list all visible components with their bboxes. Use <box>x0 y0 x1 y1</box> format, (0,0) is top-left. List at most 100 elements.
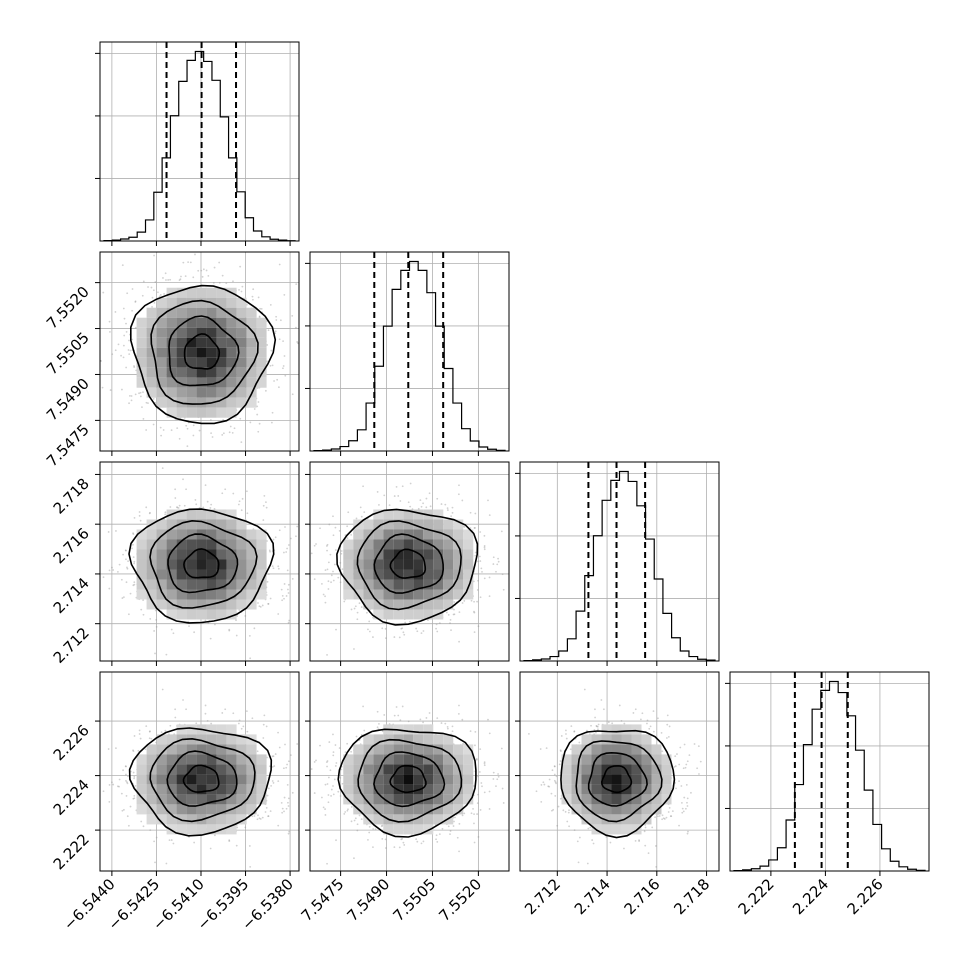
sample-point <box>278 386 280 389</box>
sample-point <box>269 364 272 367</box>
density-cell <box>176 609 187 620</box>
sample-point <box>96 365 98 367</box>
density-cell <box>206 387 217 398</box>
density-cell <box>186 609 197 620</box>
sample-point <box>125 558 127 561</box>
density-cell <box>216 397 227 408</box>
sample-point <box>313 544 316 547</box>
density-cell <box>631 794 642 805</box>
sample-point <box>258 315 261 318</box>
density-cell <box>611 754 622 765</box>
density-cell <box>611 734 622 745</box>
sample-point <box>229 425 232 428</box>
sample-point <box>428 712 431 714</box>
density-cell <box>463 569 474 580</box>
sample-point <box>161 688 164 691</box>
density-cell <box>343 774 354 785</box>
sample-point <box>368 620 371 623</box>
density-cell <box>453 579 464 590</box>
sample-point <box>142 825 145 828</box>
sample-point <box>681 811 684 814</box>
sample-point <box>334 765 337 767</box>
sample-point <box>683 743 686 746</box>
density-cell <box>146 814 157 825</box>
density-cell <box>146 794 157 805</box>
density-cell <box>651 744 662 755</box>
density-cell <box>156 579 167 590</box>
sample-point <box>474 744 476 747</box>
density-cell <box>561 764 572 775</box>
sample-point <box>114 349 117 352</box>
sample-point <box>193 631 196 634</box>
density-cell <box>156 549 167 560</box>
sample-point <box>341 568 344 571</box>
density-cell <box>196 377 207 388</box>
sample-point <box>324 595 326 598</box>
sample-point <box>257 401 260 403</box>
sample-point <box>540 800 543 803</box>
sample-point <box>131 338 134 341</box>
density-cell <box>353 569 364 580</box>
density-cell <box>413 589 424 600</box>
density-cell <box>226 764 237 775</box>
sample-point <box>404 621 407 624</box>
sample-point <box>288 830 291 833</box>
density-cell <box>176 287 187 298</box>
density-cell <box>453 589 464 600</box>
sample-point <box>453 608 455 611</box>
density-cell <box>651 764 662 775</box>
sample-point <box>669 815 672 818</box>
density-cell <box>216 327 227 338</box>
sample-point <box>676 753 678 755</box>
sample-point <box>607 721 610 724</box>
sample-point <box>393 636 396 638</box>
density-cell <box>236 367 247 378</box>
sample-point <box>249 657 252 660</box>
sample-point <box>132 771 135 774</box>
density-cell <box>236 599 247 610</box>
density-cell <box>256 794 267 805</box>
density-cell <box>156 589 167 600</box>
density-cell <box>176 407 187 418</box>
density-cell <box>393 599 404 610</box>
density-cell <box>353 784 364 795</box>
sample-point <box>422 630 425 632</box>
sample-point <box>565 729 567 732</box>
sample-point <box>492 563 495 565</box>
sample-point <box>449 622 451 625</box>
sample-point <box>326 543 329 546</box>
sample-point <box>145 725 148 728</box>
sample-point <box>122 307 125 310</box>
sample-point <box>469 527 472 529</box>
contour-level-4 <box>337 728 477 838</box>
density-cell <box>236 734 247 745</box>
density-cell <box>176 754 187 765</box>
sample-point <box>449 830 452 832</box>
density-cell <box>246 397 257 408</box>
density-cell <box>186 387 197 398</box>
sample-point <box>355 735 358 738</box>
sample-point <box>321 796 323 799</box>
sample-point <box>321 582 323 585</box>
density-cell <box>363 589 374 600</box>
sample-point <box>360 733 363 736</box>
density-cell <box>186 599 197 610</box>
sample-point <box>500 530 503 533</box>
sample-point <box>355 517 358 520</box>
sample-point <box>328 523 331 526</box>
density-cell <box>186 559 197 570</box>
sample-point <box>160 731 163 734</box>
density-cell <box>256 327 267 338</box>
x-tick-label: 2.718 <box>670 875 713 918</box>
sample-point <box>592 842 595 845</box>
sample-point <box>347 808 349 811</box>
sample-point <box>192 424 195 427</box>
density-cell <box>156 307 167 318</box>
sample-point <box>502 802 505 804</box>
density-cell <box>343 589 354 600</box>
sample-point <box>277 780 280 783</box>
density-cell <box>256 337 267 348</box>
sample-point <box>474 730 477 733</box>
density-cell <box>403 724 414 735</box>
